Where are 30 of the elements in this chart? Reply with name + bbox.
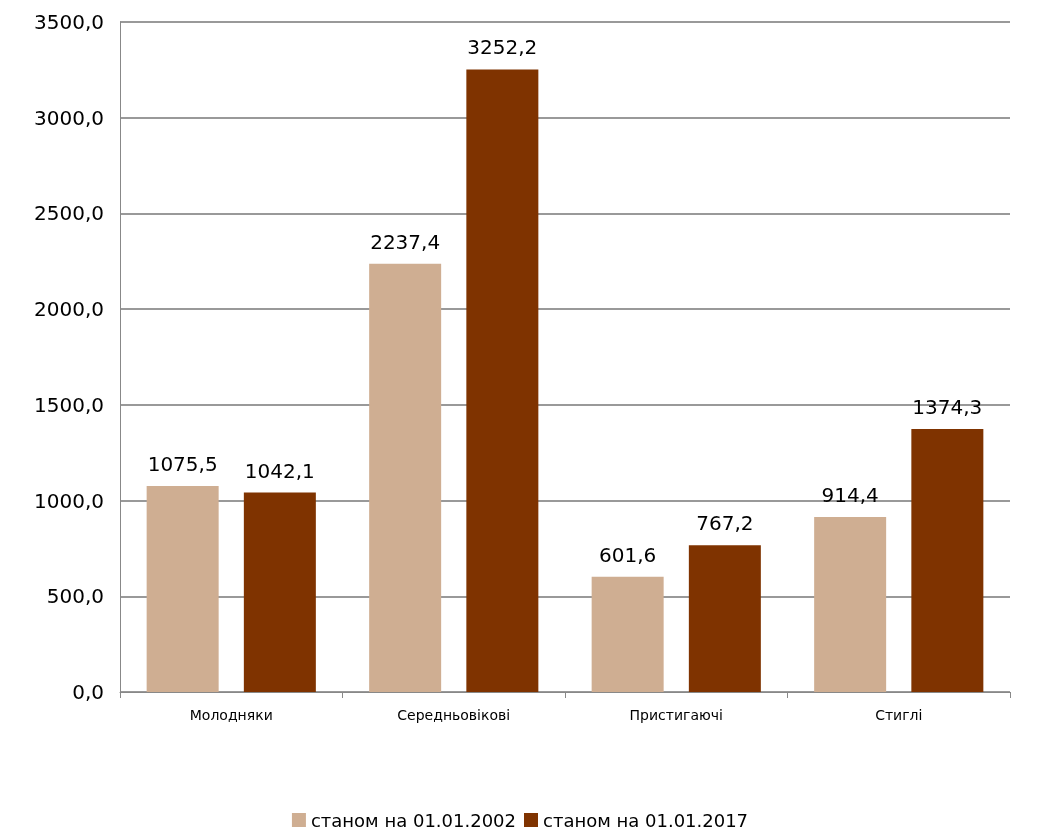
y-tick-label: 1000,0 — [34, 488, 104, 513]
data-label: 914,4 — [821, 482, 879, 507]
x-tick-label: Стиглі — [875, 707, 923, 723]
bar — [814, 516, 887, 692]
data-label: 601,6 — [599, 542, 657, 567]
y-tick-label: 500,0 — [46, 584, 104, 609]
legend-label: станом на 01.01.2017 — [543, 809, 749, 831]
bar — [369, 263, 442, 692]
bar — [688, 545, 761, 692]
data-label: 1075,5 — [147, 452, 218, 477]
y-tick-label: 3000,0 — [34, 105, 104, 130]
x-tick-label: Молодняки — [189, 707, 273, 723]
data-label: 1374,3 — [912, 394, 983, 419]
bar — [911, 428, 984, 692]
bar — [591, 576, 664, 692]
x-tick-label: Середньовікові — [397, 707, 511, 723]
y-tick-label: 3500,0 — [34, 10, 104, 34]
bar — [146, 486, 219, 692]
y-tick-label: 0,0 — [72, 680, 104, 704]
data-label: 2237,4 — [370, 229, 441, 254]
data-label: 3252,2 — [467, 35, 538, 60]
legend-label: станом на 01.01.2002 — [310, 809, 516, 831]
data-label: 767,2 — [696, 511, 754, 536]
x-tick-label: Пристигаючі — [629, 707, 723, 723]
bar — [466, 69, 539, 692]
y-tick-label: 1500,0 — [34, 392, 104, 417]
data-label: 1042,1 — [244, 458, 315, 483]
bar — [243, 492, 316, 692]
y-tick-label: 2000,0 — [34, 297, 104, 322]
y-tick-label: 2500,0 — [34, 201, 104, 226]
